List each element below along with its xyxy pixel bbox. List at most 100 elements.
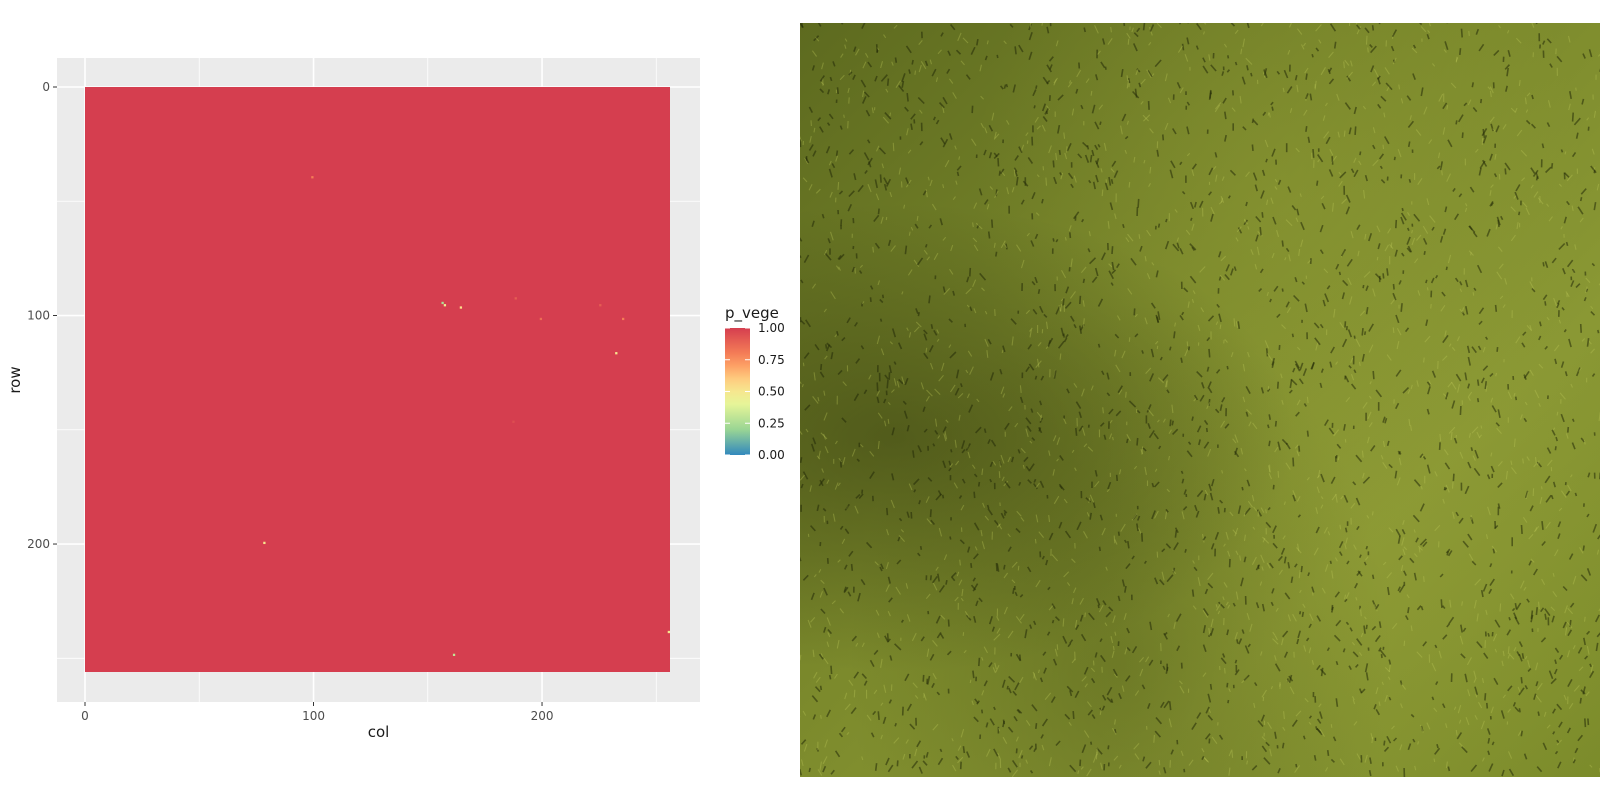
grass-blade xyxy=(1416,380,1419,387)
grass-blade xyxy=(1568,103,1571,111)
grass-blade xyxy=(1583,637,1586,646)
grass-blade xyxy=(1234,29,1239,35)
grass-blade xyxy=(910,113,916,120)
grass-blade xyxy=(915,321,922,328)
grass-blade xyxy=(1441,291,1446,297)
grass-blade xyxy=(1087,248,1091,253)
grass-blade xyxy=(1016,709,1021,714)
grass-blade xyxy=(1206,337,1211,342)
grass-blade xyxy=(1472,292,1475,296)
grass-blade xyxy=(1220,197,1224,203)
grass-blade xyxy=(1353,721,1358,726)
grass-blade xyxy=(1447,766,1451,772)
grass-blade xyxy=(1490,452,1493,457)
grass-blade xyxy=(1259,227,1262,236)
grass-blade xyxy=(1054,648,1058,657)
grass-blade xyxy=(1445,266,1448,271)
grass-blade xyxy=(1455,56,1458,63)
grass-blade xyxy=(1191,416,1194,421)
grass-blade xyxy=(1520,730,1523,737)
grass-blade xyxy=(1339,551,1343,556)
grass-blade xyxy=(1485,336,1489,341)
grass-blade xyxy=(1172,569,1177,575)
grass-blade xyxy=(874,763,878,771)
grass-blade xyxy=(1069,291,1076,299)
grass-blade xyxy=(1189,201,1195,210)
grass-blade xyxy=(841,337,846,342)
grass-blade xyxy=(1019,613,1025,621)
grass-blade xyxy=(1570,383,1574,388)
grass-blade xyxy=(835,150,839,157)
grass-blade xyxy=(1227,195,1231,199)
grass-blade xyxy=(1246,612,1250,621)
grass-blade xyxy=(1123,613,1127,620)
grass-blade xyxy=(1212,166,1217,170)
grass-blade xyxy=(1161,548,1166,553)
grass-blade xyxy=(1520,149,1528,157)
grass-blade xyxy=(844,44,847,49)
grass-blade xyxy=(1178,680,1183,685)
grass-blade xyxy=(954,596,959,602)
grass-blade xyxy=(1201,755,1205,760)
grass-blade xyxy=(1060,172,1064,180)
grass-blade xyxy=(1422,237,1428,245)
grass-blade xyxy=(1154,59,1162,68)
grass-blade xyxy=(1546,724,1551,729)
grass-blade xyxy=(1179,87,1184,94)
grass-blade xyxy=(1061,270,1067,279)
grass-blade xyxy=(1417,290,1421,296)
grass-blade xyxy=(1222,97,1227,104)
grass-blade xyxy=(1451,347,1456,352)
grass-blade xyxy=(841,538,846,545)
grass-blade xyxy=(1583,297,1587,302)
grass-blade xyxy=(817,117,822,122)
grass-blade xyxy=(901,80,905,88)
grass-blade xyxy=(1208,191,1213,196)
grass-blade xyxy=(1371,625,1377,631)
grass-blade xyxy=(812,437,817,445)
grass-blade xyxy=(834,482,839,490)
grass-blade xyxy=(820,363,823,371)
grass-blade xyxy=(1064,152,1068,160)
grass-blade xyxy=(866,541,873,549)
grass-blade xyxy=(1277,555,1283,562)
grass-blade xyxy=(1480,720,1485,730)
grass-blade xyxy=(1176,242,1180,249)
grass-blade xyxy=(1521,653,1525,659)
grass-blade xyxy=(1352,481,1357,486)
grass-blade xyxy=(1203,23,1207,25)
grass-blade xyxy=(1524,490,1529,499)
grass-blade xyxy=(887,239,892,247)
grass-blade xyxy=(1232,529,1237,535)
grass-blade xyxy=(986,350,989,358)
grass-blade xyxy=(1579,323,1582,333)
grass-blade xyxy=(1197,577,1201,587)
grass-blade xyxy=(1334,591,1340,598)
grass-blade xyxy=(1455,511,1459,517)
grass-blade xyxy=(972,237,978,243)
grass-blade xyxy=(1584,286,1588,293)
grass-blade xyxy=(1019,594,1024,598)
grass-blade xyxy=(1447,381,1453,388)
grass-blade xyxy=(981,709,984,714)
grass-blade xyxy=(837,369,843,376)
grass-blade xyxy=(1426,33,1430,40)
grass-blade xyxy=(800,739,807,745)
grass-blade xyxy=(1512,702,1516,707)
grass-blade xyxy=(1183,287,1189,293)
grass-blade xyxy=(1478,320,1483,325)
grass-blade xyxy=(838,732,844,738)
grass-blade xyxy=(1272,216,1277,225)
grass-blade xyxy=(1422,641,1428,647)
grass-blade xyxy=(1534,456,1537,465)
grass-blade xyxy=(1064,530,1072,539)
grass-blade xyxy=(1252,526,1256,530)
grass-blade xyxy=(1536,460,1540,466)
grass-blade xyxy=(1147,703,1151,709)
grass-blade xyxy=(1388,696,1392,701)
grass-blade xyxy=(1267,424,1270,429)
grass-blade xyxy=(1368,395,1372,399)
grass-blade xyxy=(1039,677,1044,683)
grass-blade xyxy=(1330,346,1335,354)
grass-blade xyxy=(1400,212,1407,221)
